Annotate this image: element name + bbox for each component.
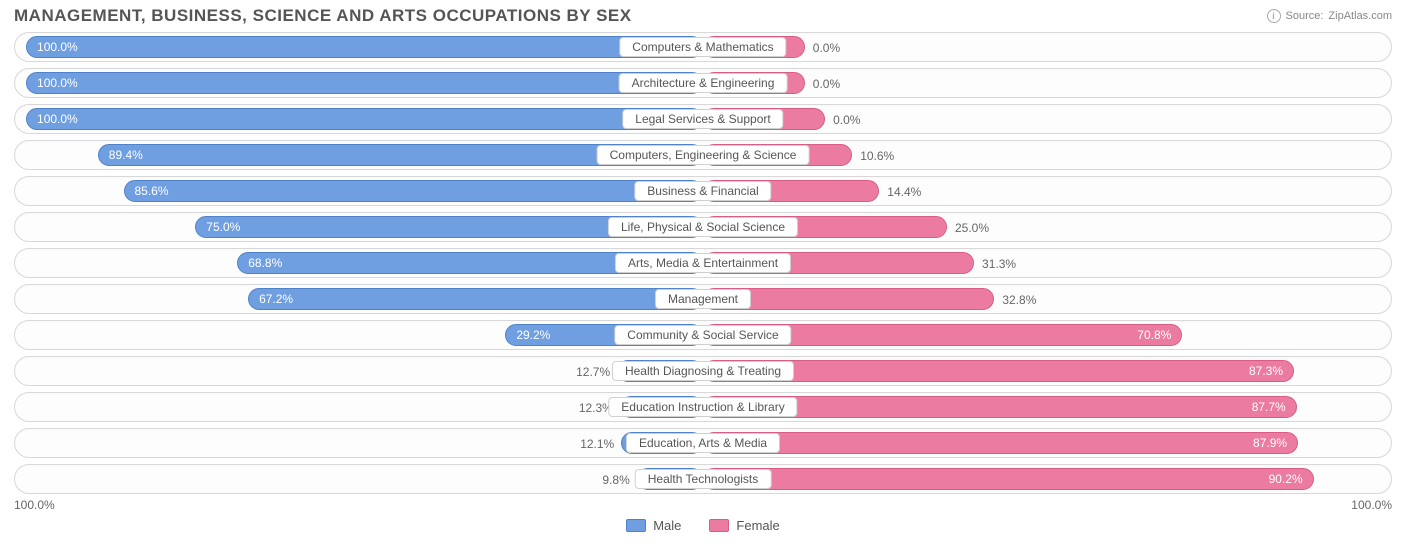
chart-row: 67.2% 32.8% Management [14, 284, 1392, 314]
female-pct: 0.0% [833, 105, 860, 134]
category-label: Community & Social Service [614, 325, 791, 345]
female-pct: 90.2% [1259, 472, 1313, 486]
legend-item-female: Female [709, 518, 779, 533]
axis-left-label: 100.0% [14, 498, 55, 512]
chart-row: 89.4% 10.6% Computers, Engineering & Scien… [14, 140, 1392, 170]
female-pct: 25.0% [955, 213, 989, 242]
category-label: Arts, Media & Entertainment [615, 253, 791, 273]
category-label: Computers & Mathematics [619, 37, 786, 57]
category-label: Health Technologists [635, 469, 772, 489]
female-pct: 14.4% [887, 177, 921, 206]
legend-label-male: Male [653, 518, 681, 533]
chart-row: 68.8% 31.3% Arts, Media & Entertainment [14, 248, 1392, 278]
chart-row: 12.3%87.7%Education Instruction & Librar… [14, 392, 1392, 422]
x-axis: 100.0% 100.0% Male Female [0, 498, 1406, 533]
chart-row: 100.0% 0.0% Architecture & Engineering [14, 68, 1392, 98]
chart-source: i Source: ZipAtlas.com [1267, 9, 1393, 23]
legend-label-female: Female [736, 518, 779, 533]
male-bar: 100.0% [26, 36, 703, 58]
chart-row: 12.1% 87.9% Education, Arts & Media [14, 428, 1392, 458]
female-pct: 70.8% [1127, 328, 1181, 342]
chart-row: 100.0% 0.0% Legal Services & Support [14, 104, 1392, 134]
axis-right-label: 100.0% [1351, 498, 1392, 512]
female-pct: 0.0% [813, 33, 840, 62]
chart-header: MANAGEMENT, BUSINESS, SCIENCE AND ARTS O… [0, 0, 1406, 28]
chart-title: MANAGEMENT, BUSINESS, SCIENCE AND ARTS O… [14, 6, 632, 26]
category-label: Computers, Engineering & Science [597, 145, 810, 165]
chart-row: 100.0% 0.0% Computers & Mathematics [14, 32, 1392, 62]
male-bar: 67.2% [248, 288, 703, 310]
male-bar: 100.0% [26, 108, 703, 130]
male-pct: 100.0% [27, 112, 88, 126]
female-pct: 10.6% [860, 141, 894, 170]
male-bar: 85.6% [124, 180, 704, 202]
chart-row: 9.8% 90.2% Health Technologists [14, 464, 1392, 494]
female-pct: 32.8% [1002, 285, 1036, 314]
category-label: Legal Services & Support [622, 109, 783, 129]
male-pct: 12.7% [576, 357, 610, 386]
female-pct: 87.7% [1242, 400, 1296, 414]
male-pct: 68.8% [238, 256, 292, 270]
chart-row: 29.2% 70.8% Community & Social Service [14, 320, 1392, 350]
male-pct: 100.0% [27, 76, 88, 90]
chart-row: 85.6% 14.4% Business & Financial [14, 176, 1392, 206]
category-label: Life, Physical & Social Science [608, 217, 798, 237]
female-pct: 87.9% [1243, 436, 1297, 450]
info-icon: i [1267, 9, 1281, 23]
category-label: Management [655, 289, 751, 309]
female-pct: 31.3% [982, 249, 1016, 278]
male-pct: 9.8% [602, 465, 629, 494]
chart-row: 12.7% 87.3% Health Diagnosing & Treating [14, 356, 1392, 386]
male-pct: 67.2% [249, 292, 303, 306]
category-label: Architecture & Engineering [619, 73, 788, 93]
legend-swatch-male [626, 519, 646, 532]
female-pct: 0.0% [813, 69, 840, 98]
female-bar: 87.9% [703, 432, 1298, 454]
female-pct: 87.3% [1239, 364, 1293, 378]
category-label: Health Diagnosing & Treating [612, 361, 794, 381]
male-pct: 89.4% [99, 148, 153, 162]
chart-area: 100.0% 0.0% Computers & Mathematics 100.0% 0… [0, 28, 1406, 494]
category-label: Education Instruction & Library [608, 397, 797, 417]
source-name: ZipAtlas.com [1328, 10, 1392, 22]
male-pct: 100.0% [27, 40, 88, 54]
legend-item-male: Male [626, 518, 681, 533]
category-label: Education, Arts & Media [626, 433, 780, 453]
legend: Male Female [14, 518, 1392, 533]
male-pct: 85.6% [125, 184, 179, 198]
category-label: Business & Financial [634, 181, 771, 201]
chart-row: 75.0% 25.0% Life, Physical & Social Scienc… [14, 212, 1392, 242]
male-pct: 12.1% [580, 429, 614, 458]
legend-swatch-female [709, 519, 729, 532]
male-pct: 75.0% [196, 220, 250, 234]
source-label: Source: [1286, 10, 1324, 22]
female-bar: 90.2% [703, 468, 1314, 490]
male-bar: 100.0% [26, 72, 703, 94]
male-pct: 29.2% [506, 328, 560, 342]
